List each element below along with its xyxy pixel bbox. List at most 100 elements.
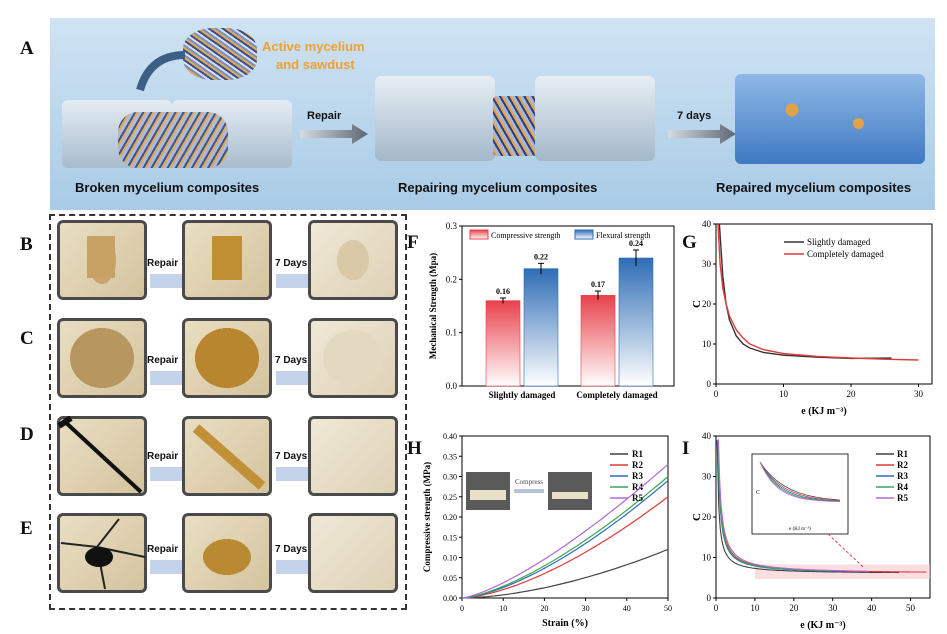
bar-flexural-strength — [618, 257, 654, 387]
panel-letter-d: D — [20, 424, 34, 445]
x-tick-label: 40 — [623, 604, 631, 613]
inset-compress-label: Compress — [515, 478, 543, 486]
photo-c-broken — [57, 318, 147, 398]
chart-h-line: 0.00 0.05 0.10 0.15 0.20 0.25 0.30 0.35 0.40 0 10 2… — [422, 432, 672, 629]
panel-letter-i: I — [682, 438, 690, 459]
legend-label: R2 — [632, 460, 643, 470]
y-tick-label: 40 — [702, 431, 712, 441]
x-tick-label: 10 — [750, 603, 760, 613]
legend-label: R2 — [897, 460, 908, 470]
caption-repaired: Repaired mycelium composites — [716, 180, 912, 195]
repairing-block-right — [535, 76, 655, 161]
plot-frame — [461, 225, 675, 387]
x-tick-label: 30 — [582, 604, 590, 613]
curved-arrow-icon — [136, 51, 186, 92]
row-b-days-label: 7 Days — [275, 258, 308, 269]
repaired-block — [735, 74, 925, 164]
panel-letter-a: A — [20, 38, 34, 59]
series-line-r3 — [461, 480, 669, 599]
legend-label: R5 — [897, 493, 908, 503]
y-tick-label: 0.40 — [443, 432, 457, 441]
bar-value-label: 0.16 — [496, 287, 510, 296]
photo-d-repaired — [308, 416, 398, 496]
x-tick-label: 0 — [460, 604, 464, 613]
bar-flexural-strength — [523, 268, 559, 387]
bar-value-label: 0.22 — [534, 252, 548, 261]
legend-label: Flexural strength — [596, 231, 650, 240]
y-tick-label: 0.0 — [446, 381, 458, 391]
x-axis-label: e (KJ m⁻³) — [800, 620, 845, 631]
legend-label: R3 — [897, 471, 908, 481]
x-axis-label: e (KJ m⁻³) — [801, 406, 846, 417]
y-tick-label: 0 — [707, 593, 712, 603]
row-c-repair-label: Repair — [147, 355, 179, 366]
y-tick-label: 30 — [702, 259, 712, 269]
series-line-r1 — [461, 548, 669, 599]
inset-x-label: e (KJ m⁻³) — [789, 526, 811, 532]
y-tick-label: 20 — [702, 299, 712, 309]
y-tick-label: 0.00 — [443, 594, 457, 603]
inset-series-line — [759, 461, 841, 502]
y-axis-label: Compressive strength (MPa) — [422, 462, 432, 572]
photo-b-repairing — [182, 220, 272, 300]
photo-d-crack — [57, 415, 143, 494]
legend-label: Completely damaged — [807, 249, 884, 259]
panel-letter-b: B — [20, 234, 33, 255]
panel-letter-f: F — [407, 232, 419, 253]
series-line-r5 — [717, 439, 868, 572]
y-tick-label: 40 — [702, 219, 712, 229]
photo-e-broken — [57, 513, 147, 593]
y-tick-label: 0.20 — [443, 513, 457, 522]
x-tick-label: 10 — [779, 389, 789, 399]
row-d-repair-label: Repair — [147, 451, 179, 462]
series-line-r5 — [461, 463, 669, 599]
legend-label: R3 — [632, 471, 643, 481]
inset-pointer-arrow — [827, 533, 865, 568]
broken-block-fibers — [118, 112, 228, 168]
photo-e-cracks — [60, 518, 146, 590]
y-tick-label: 0 — [707, 379, 712, 389]
panel-letter-h: H — [407, 438, 422, 459]
inset-sample-before — [470, 490, 506, 500]
inset-photo-after — [548, 472, 592, 510]
legend-label: R1 — [897, 449, 908, 459]
x-axis-label: Strain (%) — [542, 618, 588, 629]
inset-y-label: C — [756, 490, 760, 496]
chart-i-line: 0 10 20 30 40 0 10 20 30 40 50 e (KJ m⁻³) C R1R2R3R4R… — [691, 431, 931, 631]
mycelium-pile-illustration — [183, 28, 257, 80]
series-line-r1 — [716, 440, 899, 574]
right-arrow-icon — [300, 124, 368, 144]
photo-e-repairing — [182, 513, 272, 593]
x-tick-label: 10 — [499, 604, 507, 613]
mycelium-label-line2: and sawdust — [276, 57, 355, 72]
y-axis-label: Mechanical Strength (Mpa) — [428, 253, 438, 359]
y-tick-label: 0.10 — [443, 554, 457, 563]
legend-label: Slightly damaged — [807, 237, 871, 247]
y-tick-label: 0.2 — [446, 274, 457, 284]
series-line-r2 — [461, 496, 669, 599]
photo-e-repaired — [308, 513, 398, 593]
inset-series-line — [759, 461, 841, 502]
y-axis-label: C — [691, 300, 703, 308]
x-tick-label: 50 — [906, 603, 916, 613]
row-b-repair-label: Repair — [147, 258, 179, 269]
y-tick-label: 10 — [702, 339, 712, 349]
inset-series-line — [759, 461, 841, 502]
legend-label: R4 — [897, 482, 908, 492]
y-axis-label: C — [691, 513, 703, 521]
y-tick-label: 0.1 — [446, 328, 457, 338]
panel-letter-c: C — [20, 328, 34, 349]
photo-b-repaired — [308, 220, 398, 300]
y-tick-label: 10 — [702, 553, 712, 563]
legend-label: R5 — [632, 493, 643, 503]
inset-frame — [751, 453, 849, 535]
x-category-label: Completely damaged — [576, 390, 657, 400]
bar-compressive-strength — [485, 300, 521, 387]
photo-c-repairing — [182, 318, 272, 398]
x-tick-label: 20 — [540, 604, 548, 613]
photo-c-repaired — [308, 318, 398, 398]
photo-b-broken — [57, 220, 147, 300]
y-tick-label: 0.30 — [443, 473, 457, 482]
caption-broken: Broken mycelium composites — [75, 180, 260, 195]
panel-letter-e: E — [20, 518, 33, 539]
